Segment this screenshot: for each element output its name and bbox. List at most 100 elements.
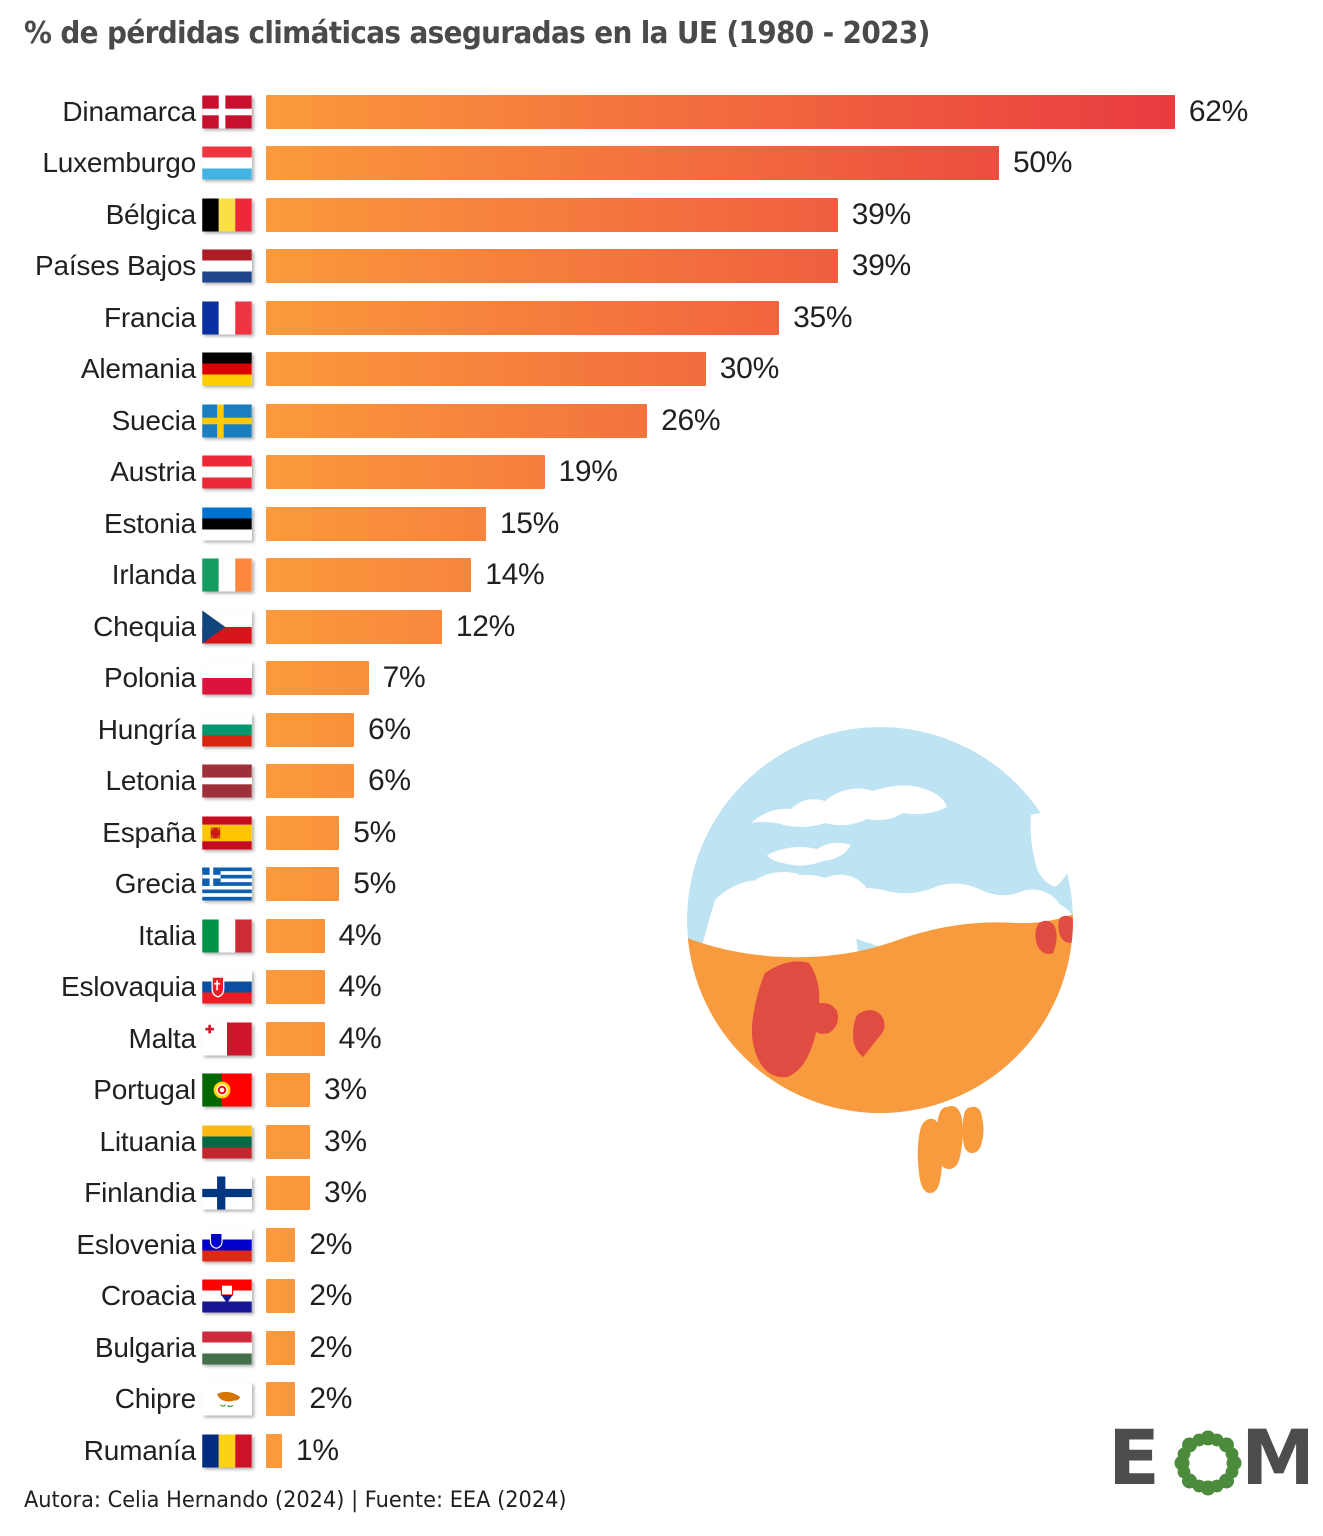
flag-icon-at — [202, 455, 252, 489]
bar-value-label: 2% — [309, 1382, 353, 1416]
bar-row: Países Bajos 39% — [0, 241, 1323, 293]
bar — [266, 1433, 282, 1468]
bar — [266, 1176, 310, 1211]
country-label: Croacia — [100, 1280, 196, 1312]
footer-credit: Autora: Celia Hernando (2024) | Fuente: … — [24, 1488, 567, 1513]
flag-icon-lv — [202, 764, 252, 798]
flag-icon-sk — [202, 970, 252, 1004]
flag-icon-cz — [202, 610, 252, 644]
country-label: Hungría — [97, 713, 196, 745]
country-label: Irlanda — [111, 559, 196, 591]
country-label: Polonia — [103, 662, 196, 694]
bar-value-label: 6% — [367, 712, 411, 746]
bar-row: Estonia 15% — [0, 498, 1323, 550]
bar — [266, 300, 780, 335]
flag-icon-ro — [202, 1434, 252, 1468]
eom-logo: E M — [1108, 1418, 1308, 1498]
bar — [266, 712, 354, 747]
bar-row: Croacia 2% — [0, 1271, 1323, 1323]
bar-value-label: 4% — [338, 1021, 382, 1055]
bar-row: Rumanía 1% — [0, 1425, 1323, 1477]
flag-icon-lu — [202, 146, 252, 180]
bar-row: Irlanda 14% — [0, 550, 1323, 602]
bar-value-label: 3% — [323, 1176, 367, 1210]
bar — [266, 403, 648, 438]
bar-value-label: 4% — [338, 970, 382, 1004]
country-label: Alemania — [80, 353, 196, 385]
bar-row: Letonia 6% — [0, 756, 1323, 808]
country-label: Rumanía — [83, 1434, 196, 1466]
bar-value-label: 50% — [1013, 146, 1073, 180]
bar-row: Bélgica 39% — [0, 189, 1323, 241]
bar-row: Chequia 12% — [0, 601, 1323, 653]
country-label: Austria — [110, 456, 196, 488]
page-title: % de pérdidas climáticas aseguradas en l… — [24, 16, 930, 51]
flag-icon-ee — [202, 507, 252, 541]
bar — [266, 918, 325, 953]
bar-value-label: 5% — [353, 867, 397, 901]
flag-icon-bg — [202, 713, 252, 747]
bar-row: Suecia 26% — [0, 395, 1323, 447]
country-label: Países Bajos — [34, 250, 196, 282]
country-label: Eslovenia — [76, 1228, 196, 1260]
country-label: Chipre — [114, 1383, 196, 1415]
bar-row: Malta 4% — [0, 1013, 1323, 1065]
flag-icon-gr — [202, 867, 252, 901]
bar — [266, 609, 442, 644]
bar — [266, 455, 545, 490]
country-label: Francia — [104, 301, 196, 333]
country-label: Bulgaria — [94, 1331, 196, 1363]
country-label: Dinamarca — [62, 95, 196, 127]
flag-icon-fi — [202, 1176, 252, 1210]
country-label: Portugal — [93, 1074, 196, 1106]
country-label: Lituania — [99, 1125, 197, 1157]
bar-row: Finlandia 3% — [0, 1168, 1323, 1220]
country-label: Italia — [138, 919, 196, 951]
flag-icon-pt — [202, 1073, 252, 1107]
bar-value-label: 2% — [309, 1227, 353, 1261]
bar — [266, 146, 999, 181]
flag-icon-lt — [202, 1125, 252, 1159]
logo-letter-e: E — [1108, 1418, 1160, 1498]
bar-row: Polonia 7% — [0, 653, 1323, 705]
bar — [266, 1227, 296, 1262]
bar-value-label: 62% — [1188, 94, 1249, 128]
bar — [266, 1073, 310, 1108]
flag-icon-it — [202, 919, 252, 953]
bar-row: Grecia 5% — [0, 859, 1323, 911]
bar-row: Francia 35% — [0, 292, 1323, 344]
flag-icon-nl — [202, 249, 252, 283]
bar — [266, 1279, 296, 1314]
country-label: Finlandia — [84, 1177, 196, 1209]
bar-chart: Dinamarca 62% Luxemburgo 50% Bélgica 39% Paíse… — [0, 86, 1323, 1477]
flag-icon-ie — [202, 558, 252, 592]
flag-icon-cy — [202, 1382, 252, 1416]
bar-value-label: 5% — [353, 815, 397, 849]
bar-value-label: 15% — [499, 506, 560, 540]
bar-value-label: 3% — [323, 1124, 367, 1158]
bar — [266, 1382, 296, 1417]
bar — [266, 815, 340, 850]
flag-icon-mt — [202, 1022, 252, 1056]
country-label: Chequia — [93, 610, 196, 642]
country-label: Letonia — [105, 765, 197, 797]
bar-value-label: 26% — [661, 403, 721, 437]
country-label: Grecia — [114, 868, 196, 900]
country-label: Malta — [128, 1022, 197, 1054]
country-label: España — [102, 816, 196, 848]
logo-letter-m: M — [1241, 1418, 1308, 1498]
bar-value-label: 30% — [719, 352, 779, 386]
bar-row: Alemania 30% — [0, 344, 1323, 396]
bar-row: Bulgaria 2% — [0, 1322, 1323, 1374]
bar-row: Chipre 2% — [0, 1374, 1323, 1426]
flag-icon-se — [202, 404, 252, 438]
bar — [266, 764, 354, 799]
flag-icon-de — [202, 352, 252, 386]
country-label: Eslovaquia — [61, 971, 196, 1003]
bar-row: Dinamarca 62% — [0, 86, 1323, 138]
bar-value-label: 39% — [851, 197, 911, 231]
bar-row: Portugal 3% — [0, 1065, 1323, 1117]
bar — [266, 867, 340, 902]
bar — [266, 249, 838, 284]
